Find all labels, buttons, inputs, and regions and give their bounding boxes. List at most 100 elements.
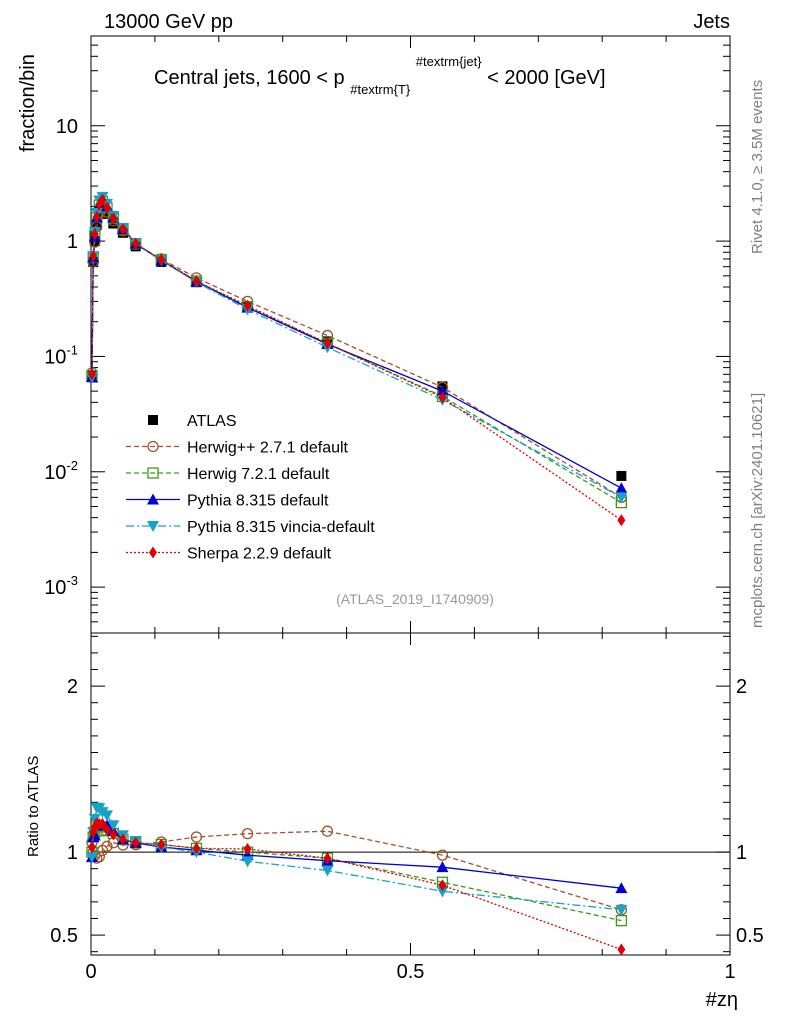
legend: ATLAS Herwig++ 2.7.1 default Herwig 7.2.1 … <box>126 413 375 563</box>
legend-marker-pythia-8-315-vincia-default <box>147 521 159 532</box>
legend-marker-herwig-7-2-1-default <box>147 467 159 479</box>
point-sherpa-2-2-9-default <box>98 193 107 206</box>
point-sherpa-2-2-9-default <box>323 337 332 350</box>
y-tick-label: 1 <box>67 231 78 253</box>
ratio-point-sherpa-2-2-9-default <box>102 823 111 836</box>
ratio-point-pythia-8-315-vincia-default <box>436 886 449 898</box>
ratio-point-herwig-2-7-1-default <box>190 831 203 843</box>
ratio-series-group <box>85 802 628 956</box>
point-atlas <box>101 208 112 219</box>
ratio-point-pythia-8-315-default <box>436 861 449 873</box>
ratio-point-sherpa-2-2-9-default <box>118 833 127 846</box>
plot-title-superscript: #textrm{jet} <box>416 54 482 69</box>
ratio-point-pythia-8-315-vincia-default <box>88 813 101 825</box>
ratio-point-sherpa-2-2-9-default <box>131 836 140 849</box>
point-sherpa-2-2-9-default <box>89 250 98 263</box>
y-tick-label: 10 <box>56 116 78 138</box>
legend-label-atlas: ATLAS <box>187 413 237 430</box>
legend-marker-pythia-8-315-default <box>147 493 159 505</box>
point-sherpa-2-2-9-default <box>243 299 252 312</box>
plot-title-subscript: #textrm{T} <box>350 82 411 97</box>
series-line-pythia-8-315-default <box>91 198 622 489</box>
ratio-line-sherpa-2-2-9-default <box>91 822 622 951</box>
ratio-line-pythia-8-315-default <box>91 823 622 889</box>
point-sherpa-2-2-9-default <box>131 237 140 250</box>
point-sherpa-2-2-9-default <box>109 212 118 225</box>
series-line-herwig-7-2-1-default <box>91 200 622 504</box>
ratio-point-sherpa-2-2-9-default <box>323 852 332 865</box>
point-atlas <box>616 470 627 481</box>
point-sherpa-2-2-9-default <box>90 228 99 241</box>
plot-title: Central jets, 1600 < p #textrm{T} #textr… <box>154 49 606 99</box>
point-pythia-8-315-vincia-default <box>615 492 628 504</box>
series-line-sherpa-2-2-9-default <box>91 198 622 521</box>
x-tick-label: 0.5 <box>397 961 425 983</box>
legend-label-herwig-2-7-1-default: Herwig++ 2.7.1 default <box>187 440 349 457</box>
ratio-line-herwig-7-2-1-default <box>91 824 622 922</box>
ratio-y-axis-label: Ratio to ATLAS <box>25 756 42 857</box>
plot-title-suffix: < 2000 [GeV] <box>487 67 605 89</box>
y-axis-label: fraction/bin <box>17 54 39 152</box>
ratio-point-sherpa-2-2-9-default <box>243 843 252 856</box>
ratio-point-pythia-8-315-vincia-default <box>107 820 120 832</box>
ratio-point-herwig-2-7-1-default <box>101 840 113 852</box>
ratio-point-pythia-8-315-vincia-default <box>615 904 628 916</box>
legend-label-pythia-8-315-default: Pythia 8.315 default <box>187 493 329 510</box>
ratio-point-pythia-8-315-vincia-default <box>85 851 98 863</box>
header-left: 13000 GeV pp <box>104 11 233 33</box>
ratio-plot-frame <box>90 632 731 956</box>
ratio-line-herwig-2-7-1-default <box>91 830 622 911</box>
ratio-tick-label-left: 1 <box>67 842 78 864</box>
ratio-point-pythia-8-315-vincia-default <box>321 865 334 877</box>
y-tick-label: 10-3 <box>44 573 78 599</box>
ratio-point-sherpa-2-2-9-default <box>98 818 107 831</box>
svg-text:Central jets, 1600 < p #: Central jets, 1600 < p #textrm{T} #textr… <box>154 49 606 99</box>
ratio-tick-label-left: 0.5 <box>50 925 78 947</box>
ratio-point-herwig-2-7-1-default <box>321 825 334 837</box>
legend-marker-herwig-2-7-1-default <box>147 440 159 453</box>
main-series-group <box>85 191 628 527</box>
header-right: Jets <box>693 11 730 33</box>
point-sherpa-2-2-9-default <box>438 391 447 404</box>
ratio-point-sherpa-2-2-9-default <box>438 879 447 892</box>
plot-title-prefix: Central jets, 1600 < p <box>154 67 345 89</box>
ratio-point-sherpa-2-2-9-default <box>157 838 166 851</box>
ratio-point-sherpa-2-2-9-default <box>109 828 118 841</box>
point-sherpa-2-2-9-default <box>92 210 101 223</box>
rivet-version-label: Rivet 4.1.0, ≥ 3.5M events <box>749 80 766 254</box>
x-tick-label: 1 <box>724 961 735 983</box>
point-sherpa-2-2-9-default <box>157 253 166 266</box>
x-axis-label: #zη <box>706 989 738 1011</box>
mcplots-credit-label: mcplots.cern.ch [arXiv:2401.10621] <box>749 393 766 628</box>
point-sherpa-2-2-9-default <box>118 223 127 236</box>
ratio-tick-label-right: 1 <box>736 842 747 864</box>
legend-marker-atlas <box>148 415 158 425</box>
legend-label-pythia-8-315-vincia-default: Pythia 8.315 vincia-default <box>187 519 375 536</box>
point-sherpa-2-2-9-default <box>617 514 626 527</box>
analysis-id-label: (ATLAS_2019_I1740909) <box>336 591 494 607</box>
ratio-point-sherpa-2-2-9-default <box>192 842 201 855</box>
ratio-point-sherpa-2-2-9-default <box>87 841 96 854</box>
ratio-point-herwig-2-7-1-default <box>436 849 449 861</box>
ratio-point-pythia-8-315-vincia-default <box>100 810 113 822</box>
ratio-tick-label-right: 2 <box>736 676 747 698</box>
series-line-pythia-8-315-vincia-default <box>91 195 622 498</box>
legend-label-sherpa-2-2-9-default: Sherpa 2.2.9 default <box>187 546 332 563</box>
ratio-tick-label-left: 2 <box>67 676 78 698</box>
ratio-line-pythia-8-315-vincia-default <box>91 806 622 911</box>
point-sherpa-2-2-9-default <box>102 201 111 214</box>
legend-label-herwig-7-2-1-default: Herwig 7.2.1 default <box>187 466 330 483</box>
ratio-point-sherpa-2-2-9-default <box>617 943 626 956</box>
main-plot-frame <box>90 35 731 634</box>
point-pythia-8-315-default <box>615 482 628 494</box>
ratio-tick-label-right: 0.5 <box>736 925 764 947</box>
ratio-point-pythia-8-315-default <box>615 882 628 894</box>
x-tick-label: 0 <box>85 961 96 983</box>
point-pythia-8-315-default <box>436 385 449 397</box>
point-sherpa-2-2-9-default <box>192 275 201 288</box>
series-line-herwig-2-7-1-default <box>91 205 622 498</box>
ratio-point-pythia-8-315-vincia-default <box>241 856 254 868</box>
y-tick-label: 10-2 <box>44 458 78 484</box>
